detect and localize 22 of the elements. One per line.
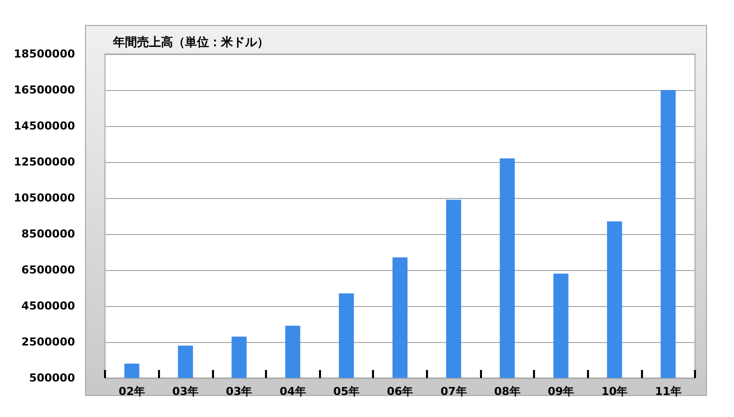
x-tick-label: 03年 <box>172 385 199 398</box>
x-tick-label: 11年 <box>655 385 682 398</box>
x-tick-label: 02年 <box>118 385 145 398</box>
y-tick-label: 10500000 <box>14 192 76 204</box>
x-tick-label: 06年 <box>386 385 414 398</box>
y-tick-label: 2500000 <box>21 336 76 348</box>
x-tick-label: 09年 <box>548 385 574 398</box>
y-tick-label: 4500000 <box>21 300 76 312</box>
x-tick-label: 07年 <box>440 385 467 398</box>
y-tick-label: 14500000 <box>14 120 76 132</box>
chart-title: 年間売上高（単位：米ドル） <box>112 35 269 49</box>
y-tick-label: 8500000 <box>21 228 76 240</box>
y-tick-label: 500000 <box>29 372 76 384</box>
x-tick-label: 10年 <box>601 385 628 398</box>
x-tick-label: 03年 <box>226 385 252 398</box>
y-tick-label: 18500000 <box>14 48 76 60</box>
y-tick-label: 12500000 <box>14 156 76 168</box>
x-tick-label: 08年 <box>494 385 520 398</box>
y-tick-label: 6500000 <box>21 264 76 276</box>
x-tick-label: 05年 <box>333 385 360 398</box>
x-tick-label: 04年 <box>280 385 306 398</box>
y-tick-label: 16500000 <box>14 84 76 96</box>
